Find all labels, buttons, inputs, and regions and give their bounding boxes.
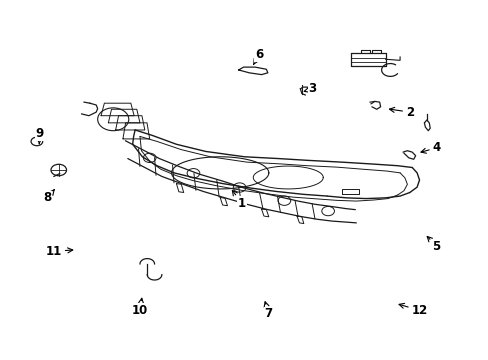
Text: 12: 12 <box>398 303 427 317</box>
Text: 2: 2 <box>388 105 413 119</box>
Text: 8: 8 <box>43 190 54 204</box>
Text: 9: 9 <box>35 127 43 144</box>
Text: 10: 10 <box>132 298 148 317</box>
Text: 7: 7 <box>264 302 272 320</box>
Text: 11: 11 <box>46 245 73 258</box>
Text: 4: 4 <box>420 141 440 154</box>
Text: 5: 5 <box>427 237 440 253</box>
Text: 3: 3 <box>304 82 316 95</box>
Text: 6: 6 <box>253 49 263 64</box>
Text: 1: 1 <box>232 190 245 210</box>
